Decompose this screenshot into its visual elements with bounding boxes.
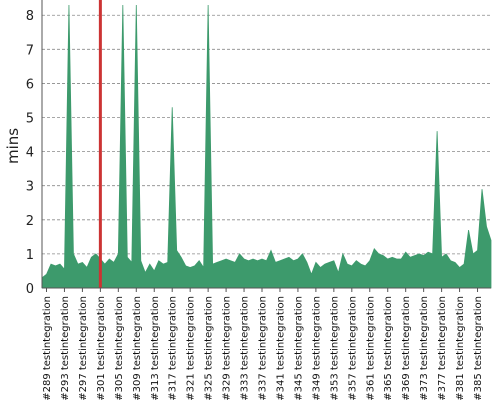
x-tick-label: #349 testintegration xyxy=(311,296,322,400)
x-tick-label: #317 testintegration xyxy=(168,296,179,400)
y-tick-label: 2 xyxy=(26,214,34,229)
x-tick-label: #381 testintegration xyxy=(455,296,466,400)
x-tick-label: #373 testintegration xyxy=(419,296,430,400)
axis-layer: 0 1 2 3 4 5 6 7 8 #289 testintegration #293 testin… xyxy=(26,0,491,400)
x-tick-label: #297 testintegration xyxy=(78,296,89,400)
x-tick-label: #377 testintegration xyxy=(437,296,448,400)
x-tick-label: #341 testintegration xyxy=(275,296,286,400)
x-tick-label: #301 testintegration xyxy=(96,296,107,400)
x-tick-label: #345 testintegration xyxy=(293,296,304,400)
x-tick-label: #325 testintegration xyxy=(204,296,215,400)
x-tick-label: #385 testintegration xyxy=(473,296,484,400)
y-tick-label: 8 xyxy=(26,9,34,24)
x-tick-label: #321 testintegration xyxy=(186,296,197,400)
x-tick-label: #369 testintegration xyxy=(401,296,412,400)
x-tick-label: #329 testintegration xyxy=(222,296,233,400)
x-tick-label: #289 testintegration xyxy=(42,296,53,400)
y-tick-label: 0 xyxy=(26,282,34,297)
x-tick-label: #365 testintegration xyxy=(383,296,394,400)
y-axis-label: mins xyxy=(4,128,22,164)
x-tick-label: #313 testintegration xyxy=(150,296,161,400)
highlight-marker xyxy=(98,0,102,288)
x-tick-label: #333 testintegration xyxy=(240,296,251,400)
area-layer xyxy=(41,4,492,289)
grid-layer xyxy=(42,14,491,255)
x-tick-label: #293 testintegration xyxy=(60,296,71,400)
y-tick-label: 6 xyxy=(26,77,34,92)
y-tick-label: 5 xyxy=(26,112,34,127)
x-tick-label: #337 testintegration xyxy=(258,296,269,400)
y-tick-label: 3 xyxy=(26,180,34,195)
x-tick-label: #305 testintegration xyxy=(114,296,125,400)
x-tick-label: #361 testintegration xyxy=(365,296,376,400)
x-tick-label: #357 testintegration xyxy=(347,296,358,400)
x-tick-label: #309 testintegration xyxy=(132,296,143,400)
marker-layer xyxy=(98,0,102,288)
x-tick-label: #353 testintegration xyxy=(329,296,340,400)
duration-area-series xyxy=(41,4,492,289)
y-tick-label: 1 xyxy=(26,248,34,263)
y-tick-label: 7 xyxy=(26,43,34,58)
y-tick-label: 4 xyxy=(26,146,34,161)
